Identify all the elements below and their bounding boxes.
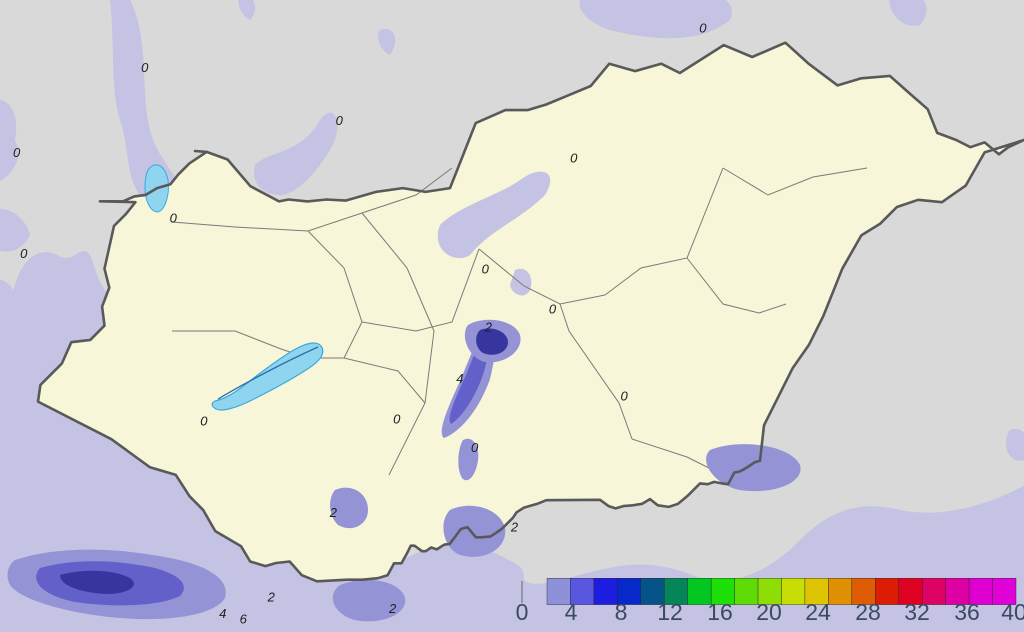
svg-text:0: 0	[13, 145, 21, 160]
svg-text:0: 0	[482, 262, 490, 277]
svg-text:2: 2	[388, 601, 397, 616]
svg-text:16: 16	[707, 599, 733, 625]
svg-text:2: 2	[510, 520, 519, 535]
svg-text:12: 12	[657, 599, 683, 625]
svg-text:0: 0	[620, 389, 628, 404]
svg-text:4: 4	[456, 371, 463, 386]
svg-text:36: 36	[954, 599, 980, 625]
svg-text:28: 28	[855, 599, 881, 625]
svg-text:2: 2	[329, 505, 338, 520]
svg-text:0: 0	[471, 440, 479, 455]
svg-text:0: 0	[570, 151, 578, 166]
svg-text:0: 0	[393, 412, 401, 427]
svg-text:0: 0	[549, 302, 557, 317]
svg-text:2: 2	[267, 589, 276, 604]
svg-text:20: 20	[756, 599, 782, 625]
svg-text:0: 0	[141, 60, 149, 75]
svg-text:0: 0	[516, 599, 529, 625]
svg-text:6: 6	[240, 612, 248, 627]
svg-text:0: 0	[20, 246, 28, 261]
svg-text:8: 8	[615, 599, 628, 625]
svg-text:24: 24	[805, 599, 831, 625]
svg-text:4: 4	[565, 599, 578, 625]
svg-text:32: 32	[904, 599, 930, 625]
svg-text:4: 4	[219, 606, 226, 621]
svg-text:40: 40	[1001, 599, 1024, 625]
svg-text:0: 0	[200, 414, 208, 429]
svg-text:0: 0	[699, 21, 707, 36]
svg-text:2: 2	[484, 319, 493, 334]
svg-text:0: 0	[336, 113, 344, 128]
svg-text:0: 0	[170, 210, 178, 225]
